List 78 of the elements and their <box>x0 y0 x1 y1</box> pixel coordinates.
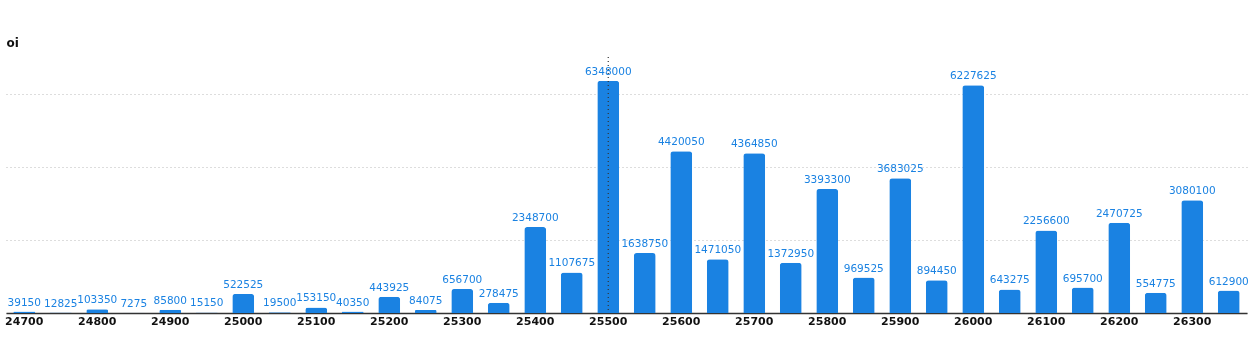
x-tick-label: 25600 <box>662 314 701 328</box>
data-label: 4420050 <box>657 135 705 148</box>
data-label: 2470725 <box>1095 206 1143 219</box>
bar <box>451 288 474 313</box>
bar <box>816 188 839 313</box>
data-label: 656700 <box>442 272 483 285</box>
x-tick-label: 26200 <box>1100 314 1139 328</box>
data-label: 39150 <box>7 295 41 308</box>
bar <box>852 277 875 313</box>
bar <box>159 309 182 313</box>
x-tick-label: 26300 <box>1173 314 1212 328</box>
x-tick-label: 26100 <box>1027 314 1066 328</box>
data-label: 278475 <box>478 286 519 299</box>
y-axis-title: oi <box>6 35 19 50</box>
x-tick-label: 25200 <box>370 314 409 328</box>
bar <box>378 296 401 313</box>
bar <box>487 302 510 313</box>
data-label: 19500 <box>263 296 297 309</box>
data-label: 894450 <box>916 264 957 277</box>
x-tick-label: 25500 <box>589 314 628 328</box>
data-label: 2348700 <box>511 211 559 224</box>
bar <box>743 153 766 313</box>
data-label: 643275 <box>989 273 1030 286</box>
x-tick-label: 25300 <box>443 314 482 328</box>
data-label: 3393300 <box>803 172 851 185</box>
data-label: 85800 <box>153 293 187 306</box>
data-label: 1471050 <box>694 243 742 256</box>
data-label: 40350 <box>336 295 370 308</box>
data-label: 6348000 <box>584 64 632 77</box>
data-label: 153150 <box>296 291 337 304</box>
data-label: 12825 <box>44 296 78 309</box>
x-tick-label: 24900 <box>151 314 190 328</box>
bar <box>962 85 985 313</box>
x-tick-label: 24700 <box>5 314 44 328</box>
bar <box>524 227 547 313</box>
bar <box>889 178 912 313</box>
data-label: 15150 <box>190 296 224 309</box>
bar <box>1181 200 1204 313</box>
bar <box>414 309 437 313</box>
data-label: 3683025 <box>876 162 924 175</box>
data-label: 4364850 <box>730 137 778 150</box>
x-tick-label: 24800 <box>78 314 117 328</box>
data-label: 695700 <box>1062 271 1103 284</box>
data-label: 3080100 <box>1168 184 1216 197</box>
x-tick-label: 25700 <box>735 314 774 328</box>
bar <box>706 259 729 313</box>
data-label: 443925 <box>369 280 410 293</box>
data-label: 6227625 <box>949 69 997 82</box>
bar <box>560 272 583 313</box>
x-tick-label: 25400 <box>516 314 555 328</box>
data-label: 1638750 <box>621 237 669 250</box>
data-label: 969525 <box>843 261 884 274</box>
bar <box>925 280 948 313</box>
data-label: 612900 <box>1208 274 1249 287</box>
data-label: 103350 <box>77 293 118 306</box>
bar <box>597 80 620 313</box>
bar <box>670 151 693 313</box>
data-label: 2256600 <box>1022 214 1070 227</box>
bar <box>1035 230 1058 313</box>
x-tick-label: 25900 <box>881 314 920 328</box>
x-tick-label: 25800 <box>808 314 847 328</box>
bar <box>998 289 1021 313</box>
bar <box>633 253 656 313</box>
data-label: 1107675 <box>548 256 596 269</box>
data-label: 554775 <box>1135 276 1176 289</box>
x-tick-label: 26000 <box>954 314 993 328</box>
data-label: 84075 <box>409 293 443 306</box>
bar <box>1108 222 1131 313</box>
x-tick-label: 25100 <box>297 314 336 328</box>
x-tick-label: 25000 <box>224 314 263 328</box>
bar <box>779 262 802 313</box>
bar <box>232 293 255 313</box>
bar <box>1144 292 1167 313</box>
data-label: 522525 <box>223 277 264 290</box>
data-label: 1372950 <box>767 246 815 259</box>
bar <box>1217 290 1240 313</box>
data-label: 7275 <box>120 296 148 309</box>
bar <box>1071 287 1094 313</box>
